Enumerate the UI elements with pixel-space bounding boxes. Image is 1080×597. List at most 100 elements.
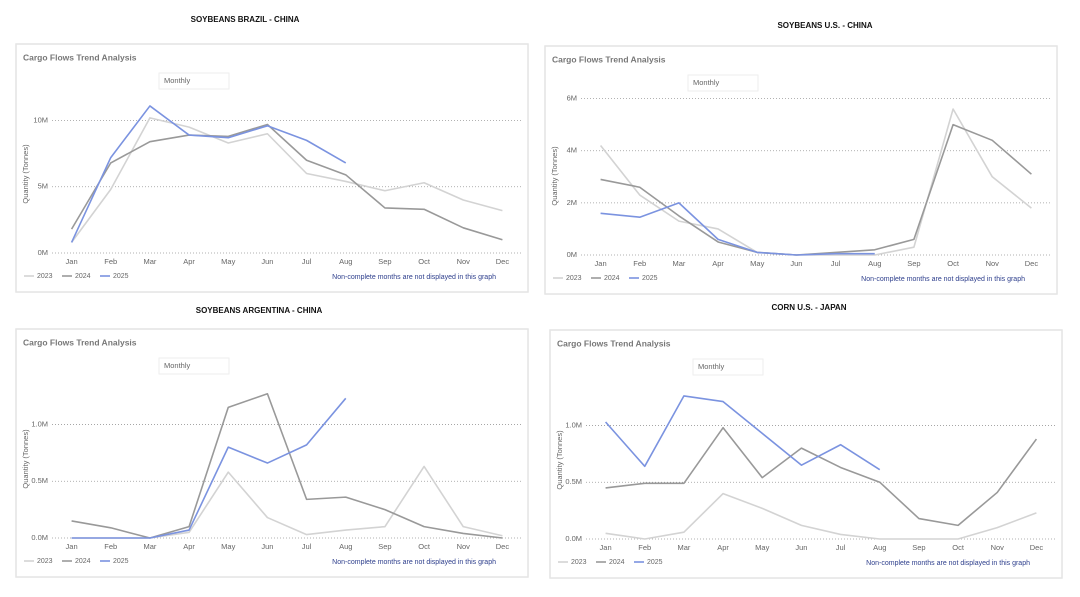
card-background <box>544 45 1058 295</box>
x-tick-label: Feb <box>638 543 651 552</box>
x-tick-label: Apr <box>717 543 729 552</box>
period-dropdown-label[interactable]: Monthly <box>698 362 725 371</box>
x-tick-label: Dec <box>1030 543 1044 552</box>
y-tick-label: 0.5M <box>31 476 48 485</box>
period-dropdown-label[interactable]: Monthly <box>693 78 720 87</box>
x-tick-label: Mar <box>143 257 156 266</box>
y-axis-label: Quantity (Tonnes) <box>21 429 30 489</box>
x-tick-label: Nov <box>457 542 471 551</box>
series-line <box>70 105 347 243</box>
y-axis-label: Quantity (Tonnes) <box>550 146 559 206</box>
x-tick-label: Mar <box>672 259 685 268</box>
x-tick-label: Mar <box>677 543 690 552</box>
series-line <box>605 492 1037 540</box>
series-line <box>604 395 881 471</box>
x-tick-label: Jul <box>836 543 846 552</box>
series-line <box>600 202 875 256</box>
x-tick-label: Oct <box>952 543 965 552</box>
series-line <box>71 397 347 539</box>
chart-card: Cargo Flows Trend Analysis Monthly Quantit… <box>544 45 1058 295</box>
legend-label: 2025 <box>113 558 129 565</box>
x-tick-label: Nov <box>986 259 1000 268</box>
x-tick-label: Jun <box>261 542 273 551</box>
y-tick-label: 0.0M <box>565 534 582 543</box>
y-axis-label: Quantity (Tonnes) <box>555 430 564 490</box>
y-tick-label: 4M <box>567 146 577 155</box>
x-tick-label: Sep <box>378 257 391 266</box>
chart-note: Non-complete months are not displayed in… <box>866 560 1030 567</box>
chart-card: Cargo Flows Trend Analysis Monthly Quantit… <box>15 43 529 293</box>
x-tick-label: Dec <box>1025 259 1039 268</box>
chart-note: Non-complete months are not displayed in… <box>332 274 496 281</box>
x-tick-label: Feb <box>104 542 117 551</box>
legend-label: 2023 <box>37 558 53 565</box>
x-tick-label: Feb <box>633 259 646 268</box>
x-tick-label: Aug <box>339 257 352 266</box>
y-tick-label: 5M <box>38 182 48 191</box>
x-tick-label: Jul <box>302 542 312 551</box>
x-tick-label: Nov <box>991 543 1005 552</box>
x-tick-label: Nov <box>457 257 471 266</box>
x-tick-label: May <box>750 259 764 268</box>
x-tick-label: Jan <box>600 543 612 552</box>
chart-header: SOYBEANS U.S. - CHINA <box>777 21 872 30</box>
period-dropdown[interactable] <box>692 358 764 376</box>
y-tick-label: 0M <box>567 250 577 259</box>
legend-label: 2023 <box>571 559 587 566</box>
period-dropdown-label[interactable]: Monthly <box>164 361 191 370</box>
x-tick-label: Jun <box>261 257 273 266</box>
chart-header: SOYBEANS BRAZIL - CHINA <box>191 15 300 24</box>
x-tick-label: Aug <box>339 542 352 551</box>
x-tick-label: Oct <box>418 257 431 266</box>
chart-card: Cargo Flows Trend Analysis Monthly Quantit… <box>15 328 529 578</box>
x-tick-label: Jan <box>595 259 607 268</box>
legend-label: 2024 <box>604 275 620 282</box>
y-axis-label: Quantity (Tonnes) <box>21 144 30 204</box>
x-tick-label: Sep <box>907 259 920 268</box>
x-tick-label: Oct <box>947 259 960 268</box>
period-dropdown[interactable] <box>158 357 230 375</box>
chart-header: SOYBEANS ARGENTINA - CHINA <box>196 306 323 315</box>
chart-note: Non-complete months are not displayed in… <box>332 559 496 566</box>
y-tick-label: 0M <box>38 248 48 257</box>
chart-card: Cargo Flows Trend Analysis Monthly Quantit… <box>549 329 1063 579</box>
y-tick-label: 6M <box>567 94 577 103</box>
period-dropdown-label[interactable]: Monthly <box>164 76 191 85</box>
x-tick-label: Apr <box>183 257 195 266</box>
x-tick-label: Jan <box>66 542 78 551</box>
legend-label: 2025 <box>113 273 129 280</box>
card-subtitle: Cargo Flows Trend Analysis <box>557 338 671 348</box>
y-tick-label: 1.0M <box>565 420 582 429</box>
x-tick-label: Sep <box>912 543 925 552</box>
legend-label: 2025 <box>647 559 663 566</box>
x-tick-label: Apr <box>183 542 195 551</box>
card-background <box>15 43 529 293</box>
legend-label: 2024 <box>75 273 91 280</box>
x-tick-label: Feb <box>104 257 117 266</box>
card-background <box>15 328 529 578</box>
x-tick-label: May <box>221 257 235 266</box>
y-tick-label: 0.0M <box>31 533 48 542</box>
legend-label: 2023 <box>566 275 582 282</box>
series-line <box>70 117 503 243</box>
period-dropdown[interactable] <box>158 72 230 90</box>
series-line <box>71 392 503 539</box>
y-tick-label: 1.0M <box>31 419 48 428</box>
x-tick-label: Jul <box>302 257 312 266</box>
card-background <box>549 329 1063 579</box>
period-dropdown[interactable] <box>687 74 759 92</box>
x-tick-label: Aug <box>873 543 886 552</box>
x-tick-label: Jan <box>66 257 78 266</box>
x-tick-label: May <box>755 543 769 552</box>
legend-label: 2023 <box>37 273 53 280</box>
legend-label: 2024 <box>75 558 91 565</box>
card-subtitle: Cargo Flows Trend Analysis <box>552 54 666 64</box>
y-tick-label: 10M <box>33 115 48 124</box>
card-subtitle: Cargo Flows Trend Analysis <box>23 337 137 347</box>
x-tick-label: May <box>221 542 235 551</box>
legend-label: 2025 <box>642 275 658 282</box>
series-line <box>605 426 1038 527</box>
y-tick-label: 0.5M <box>565 477 582 486</box>
x-tick-label: Jun <box>795 543 807 552</box>
